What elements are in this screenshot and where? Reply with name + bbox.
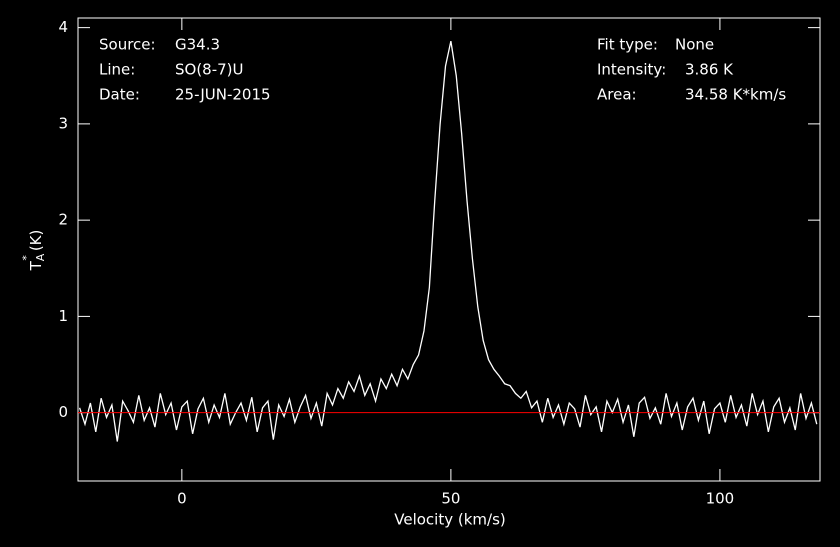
annotation-value: SO(8-7)U <box>175 61 244 79</box>
y-axis-label-text: TA* (K) <box>20 230 47 272</box>
annotation-value: None <box>675 36 714 54</box>
y-tick-label: 3 <box>58 114 68 132</box>
annotation-value: G34.3 <box>175 36 220 54</box>
annotation-label: Date: <box>99 86 140 104</box>
annotation-label: Source: <box>99 36 156 54</box>
x-tick-label: 100 <box>706 490 735 508</box>
annotation-value: 3.86 K <box>685 61 734 79</box>
y-tick-label: 2 <box>58 211 68 229</box>
y-axis-label: TA* (K) <box>20 230 47 272</box>
y-tick-label: 0 <box>58 403 68 421</box>
annotation-label: Area: <box>597 86 637 104</box>
x-tick-label: 0 <box>177 490 187 508</box>
annotation-value: 25-JUN-2015 <box>175 86 271 104</box>
x-axis-label: Velocity (km/s) <box>394 511 505 529</box>
annotation-value: 34.58 K*km/s <box>685 86 786 104</box>
y-label-sub: A <box>34 253 47 261</box>
annotation-label: Line: <box>99 61 135 79</box>
y-label-unit: (K) <box>27 230 45 252</box>
y-label-sup: * <box>20 255 33 261</box>
y-tick-label: 4 <box>58 18 68 36</box>
spectrum-line <box>78 40 818 442</box>
y-tick-label: 1 <box>58 307 68 325</box>
annotation-label: Fit type: <box>597 36 658 54</box>
x-tick-label: 50 <box>441 490 460 508</box>
annotation-label: Intensity: <box>597 61 666 79</box>
y-label-main: T <box>27 260 45 271</box>
plot-frame <box>77 17 821 482</box>
